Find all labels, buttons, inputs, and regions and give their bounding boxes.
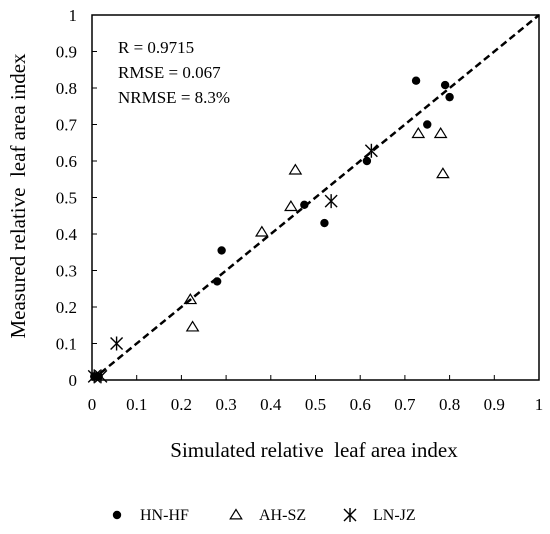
point-ln-jz <box>110 336 124 351</box>
point-hn-hf <box>212 277 222 286</box>
point-ah-sz <box>436 167 450 179</box>
legend-marker-hn-hf <box>112 510 122 520</box>
x-tick-label: 0.7 <box>394 395 416 414</box>
y-tick-label: 0.6 <box>56 152 77 171</box>
y-tick-label: 0.7 <box>56 116 78 135</box>
stat-r: R = 0.9715 <box>118 38 194 57</box>
y-tick-label: 0 <box>69 371 78 390</box>
x-tick-label: 0.3 <box>215 395 236 414</box>
point-hn-hf <box>300 200 309 209</box>
point-ah-sz <box>433 126 448 139</box>
x-tick-label: 0.6 <box>350 395 371 414</box>
point-ah-sz <box>284 199 298 212</box>
x-tick-label: 0.5 <box>305 395 326 414</box>
legend-label-ln-jz: LN-JZ <box>373 507 416 524</box>
point-hn-hf <box>423 120 432 129</box>
point-hn-hf <box>440 80 450 90</box>
point-ln-jz <box>364 143 378 158</box>
legend: HN-HF AH-SZ LN-JZ <box>112 507 416 524</box>
y-tick-label: 0.2 <box>56 298 77 317</box>
point-ah-sz <box>183 293 198 305</box>
plot-area: 0 0.1 0.2 0.3 0.4 0.5 0.6 0.7 0.8 0.9 1 0 0.1 0.2 0.3 0… <box>56 6 544 414</box>
point-ln-jz <box>94 369 108 384</box>
x-tick-label: 0 <box>88 395 97 414</box>
x-tick-label: 0.1 <box>126 395 147 414</box>
x-tick-label: 1 <box>535 395 544 414</box>
y-tick-label: 1 <box>69 6 78 25</box>
y-tick-label: 0.9 <box>56 43 77 62</box>
x-tick-label: 0.2 <box>171 395 192 414</box>
x-axis-title: Simulated relative leaf area index <box>170 438 458 462</box>
point-ah-sz <box>255 225 269 237</box>
stat-nrmse: NRMSE = 8.3% <box>118 88 230 107</box>
legend-marker-ln-jz <box>343 508 357 522</box>
point-hn-hf <box>217 246 226 255</box>
point-ah-sz <box>185 320 200 332</box>
legend-label-hn-hf: HN-HF <box>140 507 189 524</box>
y-tick-label: 0.3 <box>56 262 77 281</box>
point-hn-hf <box>320 218 329 228</box>
y-tick-label: 0.8 <box>56 79 77 98</box>
legend-marker-ah-sz <box>229 508 243 520</box>
y-tick-label: 0.1 <box>56 335 77 354</box>
point-ah-sz <box>411 126 426 139</box>
point-ln-jz <box>87 369 101 384</box>
x-tick-label: 0.8 <box>439 395 460 414</box>
point-hn-hf <box>411 76 421 85</box>
point-hn-hf <box>445 92 454 102</box>
point-ln-jz <box>324 194 338 209</box>
legend-label-ah-sz: AH-SZ <box>259 507 306 524</box>
x-tick-label: 0.9 <box>484 395 505 414</box>
point-hn-hf <box>362 156 372 166</box>
x-tick-label: 0.4 <box>260 395 282 414</box>
reference-line <box>91 14 540 381</box>
y-tick-label: 0.4 <box>56 225 78 244</box>
y-axis-title: Measured relative leaf area index <box>6 53 30 339</box>
stat-rmse: RMSE = 0.067 <box>118 63 221 82</box>
y-tick-label: 0.5 <box>56 189 77 208</box>
point-ah-sz <box>288 163 303 175</box>
